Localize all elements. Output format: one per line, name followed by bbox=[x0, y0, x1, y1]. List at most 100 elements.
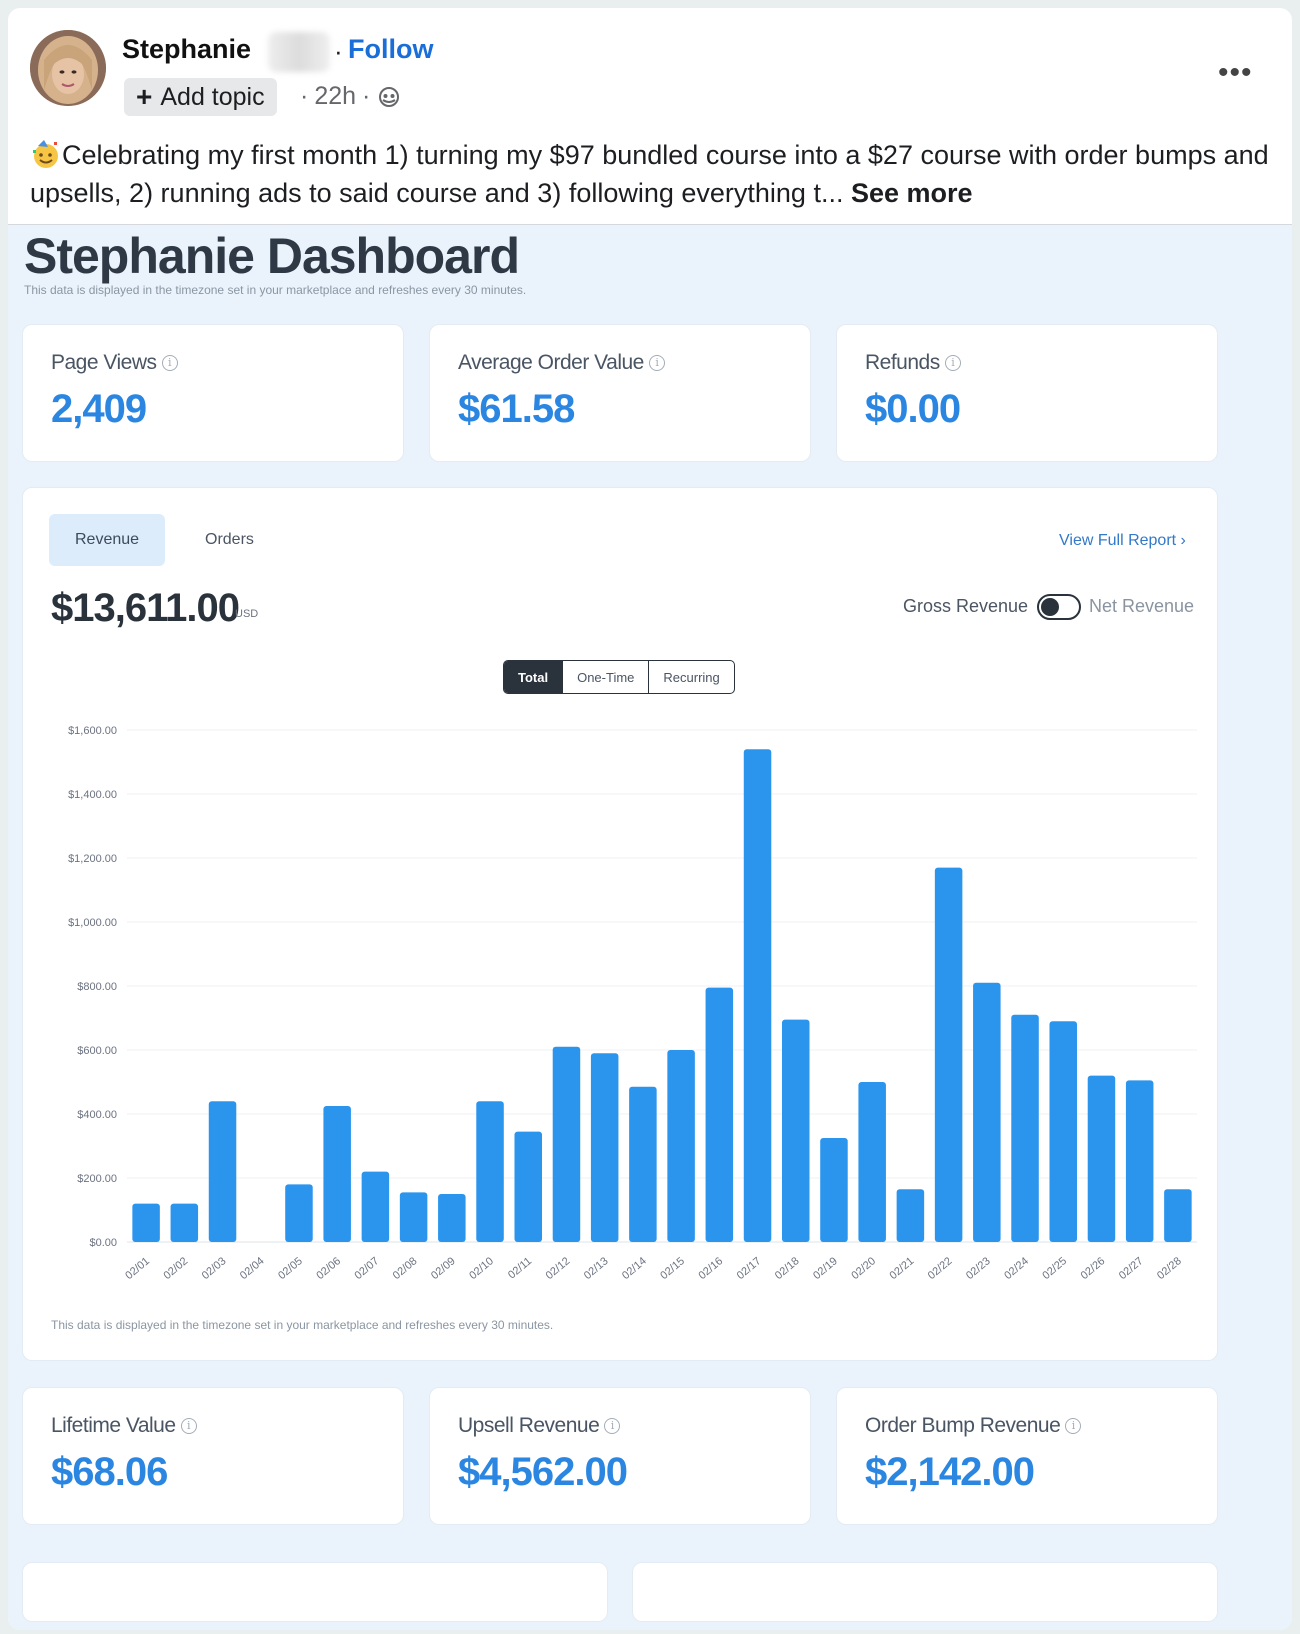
stat-label-text: Upsell Revenue bbox=[458, 1414, 600, 1437]
bar-02-03[interactable] bbox=[208, 1101, 237, 1242]
stat-label: Average Order Value i bbox=[458, 351, 665, 375]
bar-02-01[interactable] bbox=[132, 1203, 160, 1242]
separator-dot: · bbox=[362, 82, 371, 110]
bar-02-24[interactable] bbox=[1011, 1014, 1039, 1242]
x-tick-label: 02/25 bbox=[1040, 1255, 1069, 1282]
bar-02-14[interactable] bbox=[629, 1086, 657, 1242]
bar-02-26[interactable] bbox=[1087, 1075, 1116, 1242]
bar-02-27[interactable] bbox=[1125, 1080, 1154, 1242]
stat-value: $2,142.00 bbox=[865, 1450, 1035, 1494]
stat-value: 2,409 bbox=[51, 387, 147, 431]
x-tick-label: 02/18 bbox=[773, 1255, 802, 1282]
bar-02-23[interactable] bbox=[973, 982, 1001, 1242]
x-tick-label: 02/10 bbox=[467, 1255, 496, 1282]
x-tick-label: 02/05 bbox=[276, 1255, 305, 1282]
bar-02-25[interactable] bbox=[1049, 1021, 1078, 1242]
stat-label-text: Lifetime Value bbox=[51, 1414, 176, 1437]
see-more-link[interactable]: See more bbox=[850, 178, 973, 208]
tab-orders[interactable]: Orders bbox=[205, 531, 254, 548]
y-tick-label: $1,200.00 bbox=[68, 853, 117, 865]
dashboard-image: Stephanie Dashboard This data is display… bbox=[8, 225, 1292, 1630]
bar-02-17[interactable] bbox=[743, 749, 772, 1242]
separator-dot: · bbox=[300, 82, 309, 110]
post-time[interactable]: 22h bbox=[314, 82, 357, 110]
bar-02-22[interactable] bbox=[934, 867, 963, 1242]
dashboard-subtitle: This data is displayed in the timezone s… bbox=[24, 283, 527, 297]
plus-icon: + bbox=[136, 81, 153, 112]
x-tick-label: 02/15 bbox=[658, 1255, 687, 1282]
x-tick-label: 02/20 bbox=[849, 1255, 878, 1282]
bar-02-15[interactable] bbox=[667, 1050, 695, 1242]
bar-02-09[interactable] bbox=[438, 1194, 466, 1242]
bar-02-11[interactable] bbox=[514, 1131, 543, 1242]
x-tick-label: 02/17 bbox=[735, 1255, 764, 1282]
stat-card-upsell-revenue: Upsell Revenue i $4,562.00 bbox=[429, 1387, 811, 1525]
stat-card-average-order-value: Average Order Value i $61.58 bbox=[429, 324, 811, 462]
stat-card-refunds: Refunds i $0.00 bbox=[836, 324, 1218, 462]
toggle-knob bbox=[1041, 598, 1059, 616]
total-revenue: $13,611.00 bbox=[51, 586, 240, 630]
bar-02-19[interactable] bbox=[820, 1138, 848, 1242]
info-icon: i bbox=[161, 355, 178, 371]
stat-label: Order Bump Revenue i bbox=[865, 1414, 1082, 1438]
y-tick-label: $200.00 bbox=[77, 1173, 117, 1185]
partial-card bbox=[632, 1562, 1218, 1622]
divider bbox=[8, 224, 1292, 225]
bar-02-20[interactable] bbox=[858, 1082, 886, 1242]
follow-button[interactable]: Follow bbox=[348, 34, 434, 64]
net-revenue-label: Net Revenue bbox=[1089, 596, 1195, 616]
stat-label-text: Page Views bbox=[51, 351, 157, 374]
stat-label: Refunds i bbox=[865, 351, 961, 375]
segment-one-time[interactable]: One-Time bbox=[562, 661, 648, 693]
dashboard-title: Stephanie Dashboard bbox=[24, 228, 520, 284]
x-tick-label: 02/14 bbox=[620, 1255, 649, 1282]
info-icon: i bbox=[604, 1418, 621, 1434]
info-icon: i bbox=[1065, 1418, 1082, 1434]
author-name[interactable]: Stephanie bbox=[122, 34, 252, 64]
y-tick-label: $1,000.00 bbox=[68, 917, 117, 929]
separator-dot: · bbox=[334, 36, 343, 66]
redacted-name bbox=[268, 32, 330, 72]
stat-value: $4,562.00 bbox=[458, 1450, 628, 1494]
avatar[interactable] bbox=[30, 30, 106, 106]
revenue-type-segmented-control: Total One-Time Recurring bbox=[503, 660, 735, 694]
stat-label-text: Order Bump Revenue bbox=[865, 1414, 1061, 1437]
view-full-report-link[interactable]: View Full Report › bbox=[1059, 532, 1186, 549]
bar-02-05[interactable] bbox=[285, 1184, 313, 1242]
bar-02-07[interactable] bbox=[361, 1171, 390, 1242]
y-tick-label: $800.00 bbox=[77, 981, 117, 993]
y-tick-label: $400.00 bbox=[77, 1109, 117, 1121]
post-meta: · 22h · bbox=[300, 82, 400, 111]
segment-recurring[interactable]: Recurring bbox=[648, 661, 733, 693]
bar-02-18[interactable] bbox=[781, 1019, 810, 1242]
x-tick-label: 02/24 bbox=[1002, 1255, 1031, 1282]
bar-02-08[interactable] bbox=[399, 1192, 428, 1242]
bar-02-06[interactable] bbox=[323, 1106, 351, 1242]
revenue-toggle[interactable] bbox=[1037, 594, 1081, 620]
bar-02-02[interactable] bbox=[170, 1203, 199, 1242]
bar-02-13[interactable] bbox=[590, 1053, 619, 1242]
more-options-icon[interactable]: ••• bbox=[1218, 56, 1253, 89]
bar-02-10[interactable] bbox=[476, 1101, 504, 1242]
x-tick-label: 02/12 bbox=[544, 1255, 573, 1282]
x-tick-label: 02/19 bbox=[811, 1255, 840, 1282]
revenue-bar-chart: $0.00 $200.00 $400.00 $600.00 $800.00 $1,000.… bbox=[68, 725, 1197, 1282]
segment-total[interactable]: Total bbox=[504, 661, 563, 693]
x-tick-label: 02/28 bbox=[1155, 1255, 1184, 1282]
stat-label-text: Refunds bbox=[865, 351, 940, 374]
stat-label: Upsell Revenue i bbox=[458, 1414, 621, 1438]
add-topic-button[interactable]: + Add topic bbox=[124, 78, 277, 116]
bar-02-16[interactable] bbox=[705, 987, 734, 1242]
globe-icon bbox=[379, 86, 400, 107]
bar-02-21[interactable] bbox=[896, 1189, 925, 1242]
x-tick-label: 02/06 bbox=[314, 1255, 343, 1282]
post-card: Stephanie · Follow + Add topic · 22h · •… bbox=[8, 8, 1292, 1630]
bar-02-28[interactable] bbox=[1164, 1189, 1192, 1242]
x-tick-label: 02/21 bbox=[888, 1255, 917, 1282]
bar-02-12[interactable] bbox=[552, 1046, 581, 1242]
tab-revenue[interactable]: Revenue bbox=[49, 514, 166, 566]
x-tick-label: 02/22 bbox=[926, 1255, 955, 1282]
avatar-image bbox=[30, 30, 106, 106]
x-tick-label: 02/08 bbox=[391, 1255, 420, 1282]
x-tick-label: 02/11 bbox=[506, 1255, 534, 1281]
